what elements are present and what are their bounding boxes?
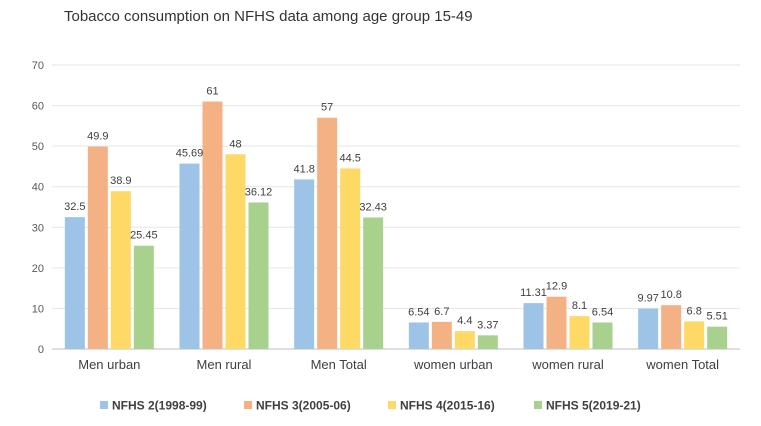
x-category-label: women Total <box>645 357 719 372</box>
data-label: 5.51 <box>706 311 727 323</box>
data-label: 11.31 <box>520 287 547 299</box>
data-label: 61 <box>206 86 218 98</box>
bar <box>638 308 659 349</box>
data-label: 6.8 <box>687 305 702 317</box>
bar <box>592 322 613 349</box>
bar <box>133 245 154 349</box>
chart-title: Tobacco consumption on NFHS data among a… <box>64 8 473 25</box>
data-label: 25.45 <box>130 230 158 242</box>
x-category-label: women urban <box>413 357 493 372</box>
data-label: 41.8 <box>293 163 314 175</box>
data-label: 8.1 <box>572 300 587 312</box>
bar <box>523 303 544 349</box>
y-tick-label: 10 <box>32 303 44 315</box>
bar <box>87 146 108 349</box>
data-label: 4.4 <box>457 315 472 327</box>
bar <box>248 202 269 349</box>
bar <box>408 322 429 349</box>
x-category-label: women rural <box>531 357 604 372</box>
data-label: 9.97 <box>637 293 658 305</box>
bar <box>546 296 567 349</box>
data-label: 6.54 <box>408 306 429 318</box>
bar <box>64 217 85 349</box>
data-label: 10.8 <box>660 289 681 301</box>
data-label: 44.5 <box>339 152 360 164</box>
bar <box>110 191 131 349</box>
y-tick-label: 30 <box>32 222 44 234</box>
legend-swatch <box>244 401 252 409</box>
data-label: 36.12 <box>245 186 273 198</box>
y-tick-label: 0 <box>38 344 44 356</box>
x-category-label: Men Total <box>311 357 367 372</box>
data-label: 6.54 <box>592 306 613 318</box>
data-label: 49.9 <box>87 131 108 143</box>
y-tick-label: 20 <box>32 263 44 275</box>
legend-swatch <box>388 401 396 409</box>
y-tick-label: 40 <box>32 182 44 194</box>
legend-label: NFHS 4(2015-16) <box>400 399 495 413</box>
legend-swatch <box>534 401 542 409</box>
data-label: 3.37 <box>477 319 498 331</box>
bar <box>294 179 315 349</box>
legend-label: NFHS 5(2019-21) <box>546 399 641 413</box>
data-label: 12.9 <box>546 281 567 293</box>
x-axis-categories: Men urban Men rural Men Total women urban wo… <box>78 357 719 372</box>
bar <box>661 305 682 349</box>
data-label: 45.69 <box>176 148 204 160</box>
bar <box>569 316 590 349</box>
y-tick-label: 60 <box>32 101 44 113</box>
data-label: 6.7 <box>434 306 449 318</box>
bar <box>317 117 338 349</box>
y-tick-label: 70 <box>32 60 44 72</box>
bar <box>225 154 246 349</box>
data-label: 32.5 <box>64 201 85 213</box>
bar <box>477 335 498 349</box>
bars <box>64 101 728 349</box>
bar <box>707 326 728 349</box>
data-label: 38.9 <box>110 175 131 187</box>
y-tick-label: 50 <box>32 141 44 153</box>
legend-label: NFHS 2(1998-99) <box>112 399 207 413</box>
x-category-label: Men rural <box>197 357 252 372</box>
bar <box>179 163 200 349</box>
bar <box>202 101 223 349</box>
legend-swatch <box>100 401 108 409</box>
data-label: 57 <box>321 102 333 114</box>
data-label: 48 <box>229 138 241 150</box>
legend-label: NFHS 3(2005-06) <box>256 399 351 413</box>
bar <box>340 168 361 349</box>
legend: NFHS 2(1998-99) NFHS 3(2005-06) NFHS 4(201… <box>100 399 641 413</box>
gridlines <box>52 64 740 350</box>
y-axis-ticks: 0 10 20 30 40 50 60 70 <box>32 60 44 356</box>
data-label: 32.43 <box>359 201 387 213</box>
x-category-label: Men urban <box>78 357 140 372</box>
bar <box>454 331 475 349</box>
bar <box>684 321 705 349</box>
bar <box>431 321 452 349</box>
data-labels: 32.5 49.9 38.9 25.45 45.69 61 48 36.12 41.8 57 44.… <box>64 86 728 332</box>
bar <box>363 217 384 349</box>
